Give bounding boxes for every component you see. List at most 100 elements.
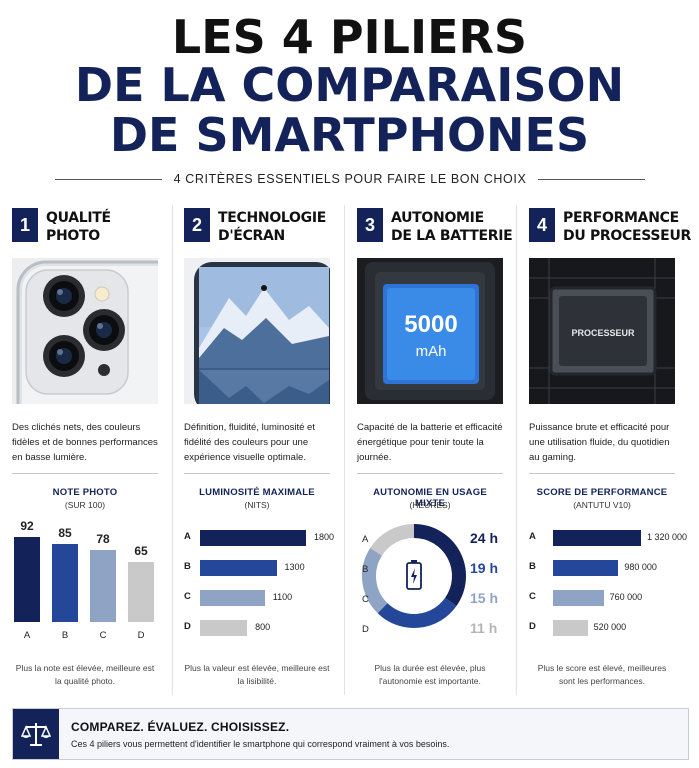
category-label: D bbox=[137, 630, 145, 641]
battery-capacity: 5000 bbox=[404, 311, 457, 338]
bar bbox=[200, 620, 248, 636]
value-label: 19 h bbox=[470, 560, 499, 576]
title-line-3: DE SMARTPHONES bbox=[109, 108, 590, 162]
subtitle-row: 4 CRITÈRES ESSENTIELS POUR FAIRE LE BON … bbox=[55, 169, 645, 189]
column-divider bbox=[516, 205, 517, 695]
bar-row: C 1100 bbox=[184, 590, 356, 606]
category-label: A bbox=[23, 630, 31, 641]
pillar-number: 1 bbox=[12, 208, 38, 242]
bar-row: C 760 000 bbox=[529, 590, 699, 606]
bar-row: B 1300 bbox=[184, 560, 356, 576]
ring-segment bbox=[362, 547, 388, 614]
processor-chip-image: PROCESSEUR bbox=[529, 258, 675, 404]
banner-text: Ces 4 piliers vous permettent d'identifi… bbox=[71, 739, 450, 749]
bar-value-label: 1100 bbox=[272, 592, 293, 602]
category-label: C bbox=[99, 630, 107, 641]
brightness-chart: A 1800 B 1300 C 1100 D 800 bbox=[184, 530, 356, 640]
pillar-number: 3 bbox=[357, 208, 383, 242]
subtitle: 4 CRITÈRES ESSENTIELS POUR FAIRE LE BON … bbox=[173, 172, 527, 186]
chart-subtitle: (HEURES) bbox=[409, 500, 451, 510]
pillar-title: PERFORMANCE DU PROCESSEUR bbox=[563, 210, 691, 244]
column-divider bbox=[172, 205, 173, 695]
bottom-banner: COMPAREZ. ÉVALUEZ. CHOISISSEZ. Ces 4 pil… bbox=[12, 708, 689, 760]
pillar-title: AUTONOMIE DE LA BATTERIE bbox=[391, 210, 513, 244]
battery-icon bbox=[406, 560, 422, 590]
bar-value-label: 1300 bbox=[284, 562, 305, 572]
pillar-processor: 4 PERFORMANCE DU PROCESSEUR PROCESSEUR P… bbox=[529, 200, 699, 700]
chart-subtitle: (ANTUTU V10) bbox=[573, 500, 631, 510]
bar bbox=[553, 560, 619, 576]
ring-chart bbox=[362, 524, 466, 628]
pillar-number: 2 bbox=[184, 208, 210, 242]
separator bbox=[357, 473, 503, 474]
bar-value-label: 65 bbox=[134, 544, 148, 559]
bar-row: A 1800 bbox=[184, 530, 356, 546]
pillar-title: QUALITÉ PHOTO bbox=[46, 210, 111, 244]
bar bbox=[52, 543, 78, 622]
pillar-description: Capacité de la batterie et efficacité én… bbox=[357, 422, 503, 463]
category-label: C bbox=[529, 591, 536, 602]
category-label: C bbox=[184, 591, 191, 602]
category-label: A bbox=[529, 531, 536, 542]
bar bbox=[200, 530, 306, 546]
chart-subtitle: (NITS) bbox=[244, 500, 270, 510]
battery-chart: A 24 h B 19 h C 15 h D 11 h bbox=[357, 522, 507, 642]
performance-chart: A 1 320 000 B 980 000 C 760 000 D 520 000 bbox=[529, 530, 699, 640]
pillar-battery: 3 AUTONOMIE DE LA BATTERIE 5000 mAh Capa… bbox=[357, 200, 529, 700]
title-line-2: DE LA COMPARAISON bbox=[74, 58, 625, 112]
chart-title: LUMINOSITÉ MAXIMALE bbox=[199, 487, 315, 498]
bar-value-label: 760 000 bbox=[609, 592, 643, 602]
bar-value-label: 85 bbox=[58, 525, 72, 540]
category-label: B bbox=[362, 564, 369, 575]
photo-score-chart: 92 A 85 B 78 C 65 D bbox=[12, 519, 158, 641]
category-label: B bbox=[61, 630, 69, 641]
pillar-photo: 1 QUALITÉ PHOTO Des clichés nets, des co… bbox=[12, 200, 184, 700]
chart-title: NOTE PHOTO bbox=[52, 487, 118, 498]
bar bbox=[14, 537, 40, 622]
separator bbox=[529, 473, 675, 474]
bar-value-label: 78 bbox=[96, 532, 110, 547]
column-divider bbox=[344, 205, 345, 695]
ring-segment bbox=[413, 524, 466, 606]
bar-value-label: 1800 bbox=[314, 532, 335, 542]
bar-row: A 1 320 000 bbox=[529, 530, 699, 546]
scales-icon bbox=[13, 709, 59, 759]
separator bbox=[184, 473, 330, 474]
bar bbox=[200, 590, 265, 606]
processor-label: PROCESSEUR bbox=[571, 328, 635, 338]
chart-title: SCORE DE PERFORMANCE bbox=[536, 487, 668, 498]
value-label: 24 h bbox=[470, 530, 499, 546]
value-label: 11 h bbox=[470, 620, 498, 636]
bar bbox=[553, 620, 588, 636]
smartphone-camera-image bbox=[12, 258, 158, 404]
battery-image: 5000 mAh bbox=[357, 258, 503, 404]
chart-footer: Plus la valeur est élevée, meilleure est… bbox=[184, 663, 330, 686]
category-label: B bbox=[529, 561, 536, 572]
bar-value-label: 800 bbox=[255, 622, 271, 632]
category-label: D bbox=[362, 624, 369, 635]
battery-unit: mAh bbox=[416, 343, 447, 360]
category-label: B bbox=[184, 561, 191, 572]
ring-segment bbox=[370, 524, 415, 556]
category-label: D bbox=[529, 621, 536, 632]
chart-title: AUTONOMIE EN USAGE MIXTE bbox=[373, 487, 487, 509]
smartphone-screen-image bbox=[184, 258, 330, 404]
bar-value-label: 520 000 bbox=[593, 622, 627, 632]
banner-heading: COMPAREZ. ÉVALUEZ. CHOISISSEZ. bbox=[71, 720, 290, 734]
bar-row: D 800 bbox=[184, 620, 356, 636]
value-label: 15 h bbox=[470, 590, 499, 606]
bar bbox=[553, 590, 604, 606]
pillar-description: Puissance brute et efficacité pour une u… bbox=[529, 422, 670, 463]
pillar-number: 4 bbox=[529, 208, 555, 242]
bar-row: D 520 000 bbox=[529, 620, 699, 636]
title-line-1: LES 4 PILIERS bbox=[171, 10, 528, 64]
pillar-description: Définition, fluidité, luminosité et fidé… bbox=[184, 422, 315, 463]
bar bbox=[128, 562, 154, 622]
chart-footer: Plus la durée est élevée, plus l'autonom… bbox=[374, 663, 486, 686]
pillar-title: TECHNOLOGIE D'ÉCRAN bbox=[218, 210, 327, 244]
pillar-screen: 2 TECHNOLOGIE D'ÉCRAN Définition, fluidi… bbox=[184, 200, 356, 700]
bar-value-label: 92 bbox=[20, 519, 34, 534]
bar-value-label: 1 320 000 bbox=[647, 532, 688, 542]
category-label: A bbox=[362, 534, 369, 545]
category-label: A bbox=[184, 531, 191, 542]
